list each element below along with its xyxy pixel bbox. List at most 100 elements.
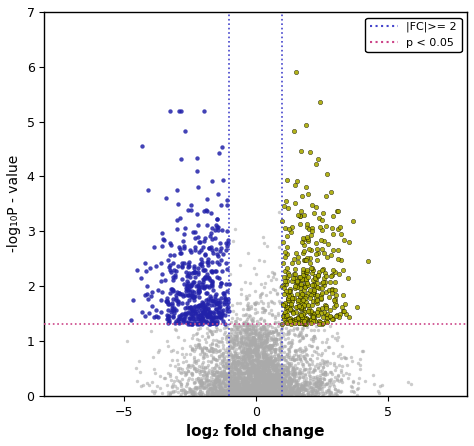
Point <box>181 368 189 376</box>
Point <box>249 381 256 388</box>
Point <box>255 378 263 385</box>
Point <box>301 386 309 393</box>
Point <box>297 275 305 282</box>
Point <box>234 389 242 396</box>
Point <box>239 384 247 392</box>
Point <box>277 390 284 397</box>
Point <box>322 193 329 200</box>
Point <box>317 309 325 316</box>
Point <box>259 389 267 396</box>
Point <box>230 375 238 382</box>
Point <box>172 363 179 370</box>
Point <box>327 382 334 389</box>
Point <box>233 373 241 380</box>
Point <box>255 377 263 384</box>
Point <box>226 389 234 396</box>
Point <box>321 369 329 376</box>
Point <box>215 310 222 317</box>
Point <box>234 377 242 384</box>
Point <box>153 383 160 390</box>
Point <box>283 313 290 320</box>
Point <box>256 381 264 388</box>
Point <box>293 325 301 332</box>
Point <box>353 392 361 399</box>
Point <box>244 354 252 361</box>
Point <box>310 282 318 289</box>
Point <box>259 322 267 330</box>
Point <box>287 389 295 396</box>
Point <box>255 352 263 359</box>
Point <box>237 363 245 371</box>
Point <box>287 388 295 395</box>
Point <box>213 215 221 222</box>
Point <box>283 384 291 391</box>
Point <box>246 391 253 398</box>
Point <box>249 324 257 331</box>
Point <box>244 384 252 391</box>
Point <box>281 388 288 395</box>
Point <box>277 387 284 394</box>
Point <box>239 389 247 396</box>
Point <box>195 239 203 246</box>
Point <box>269 361 276 368</box>
Point <box>239 387 247 394</box>
Point <box>268 378 275 385</box>
Point <box>243 390 250 397</box>
Point <box>269 381 277 388</box>
Point <box>252 373 259 380</box>
Point <box>273 374 281 381</box>
Point <box>196 392 204 399</box>
Point <box>191 289 198 296</box>
Point <box>284 380 292 387</box>
Point <box>303 255 311 262</box>
Point <box>244 372 251 379</box>
Point <box>251 345 258 352</box>
Point <box>290 385 297 392</box>
Point <box>215 313 223 320</box>
Point <box>191 392 199 399</box>
Point <box>260 325 268 332</box>
Point <box>236 368 244 375</box>
Point <box>263 336 270 343</box>
Point <box>155 346 163 353</box>
Point <box>203 373 210 380</box>
Point <box>187 283 194 290</box>
Point <box>262 323 269 330</box>
Point <box>185 285 192 293</box>
Point <box>261 364 269 371</box>
Point <box>248 342 255 349</box>
Point <box>148 387 155 394</box>
Point <box>253 351 260 358</box>
Point <box>251 287 258 294</box>
Point <box>254 345 261 352</box>
Point <box>220 358 228 365</box>
Point <box>281 361 289 368</box>
Point <box>236 365 243 372</box>
Point <box>245 344 253 351</box>
Point <box>219 377 227 384</box>
Point <box>293 385 301 392</box>
Point <box>230 385 238 392</box>
Point <box>252 384 260 391</box>
Point <box>292 265 299 272</box>
Point <box>298 326 306 333</box>
Point <box>257 384 264 391</box>
Point <box>226 270 234 277</box>
Point <box>319 391 327 398</box>
Point <box>250 364 257 371</box>
Point <box>164 342 172 349</box>
Point <box>319 217 326 224</box>
Point <box>258 381 265 388</box>
Point <box>270 389 277 396</box>
Point <box>238 341 246 348</box>
Point <box>194 313 201 320</box>
Point <box>249 384 256 391</box>
Point <box>285 362 292 369</box>
Point <box>274 390 282 397</box>
Point <box>259 384 266 391</box>
Point <box>248 354 255 361</box>
Point <box>333 301 340 309</box>
Point <box>252 392 260 399</box>
Point <box>308 357 316 364</box>
Point <box>260 380 268 387</box>
